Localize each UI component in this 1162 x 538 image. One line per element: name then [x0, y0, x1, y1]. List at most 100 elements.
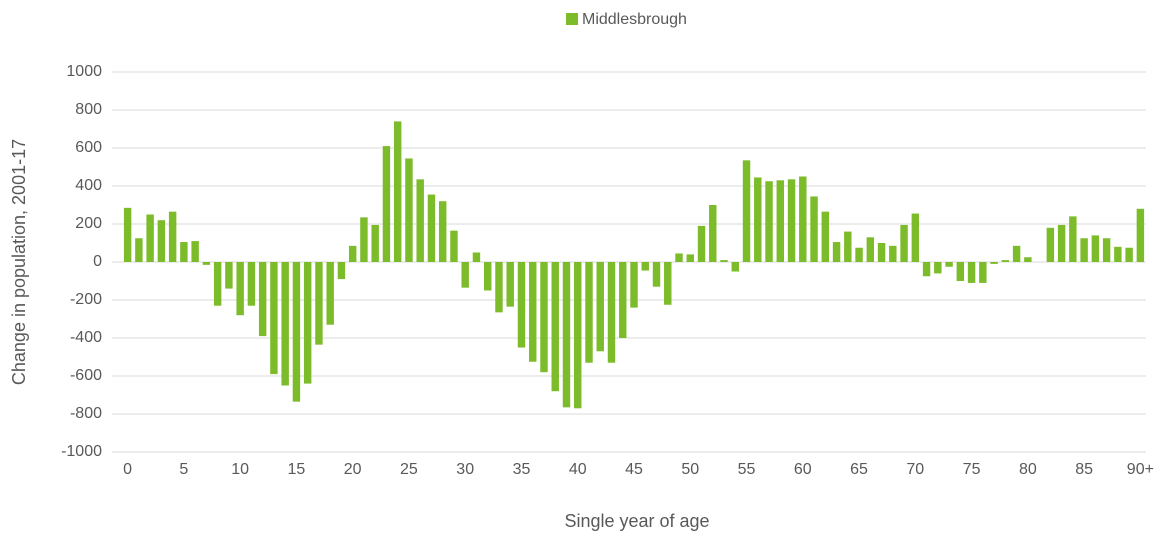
bar	[168, 211, 177, 262]
bar	[157, 220, 166, 262]
bar	[720, 260, 728, 262]
x-tick-label: 85	[1075, 461, 1093, 478]
bar	[326, 262, 334, 325]
bar	[821, 211, 830, 262]
bar	[438, 201, 447, 262]
bar	[697, 225, 706, 262]
bar	[877, 243, 886, 262]
bar	[911, 213, 920, 262]
bar	[754, 177, 762, 262]
bar	[945, 262, 953, 267]
bar	[1136, 208, 1145, 262]
y-tick-label: 400	[75, 177, 102, 194]
bar	[799, 176, 807, 262]
bar	[303, 262, 312, 384]
x-tick-label: 35	[513, 461, 531, 478]
bar	[348, 245, 357, 262]
bar	[709, 205, 717, 262]
bar	[585, 262, 593, 363]
x-tick-label: 25	[400, 461, 418, 478]
bar	[956, 262, 965, 281]
x-tick-label: 65	[850, 461, 868, 478]
x-tick-label: 90+	[1127, 461, 1154, 478]
bar	[562, 262, 571, 408]
y-tick-label: -400	[70, 329, 102, 346]
y-tick-label: 0	[93, 253, 102, 270]
bar	[922, 262, 931, 277]
bar	[236, 262, 244, 316]
x-tick-label: 45	[625, 461, 643, 478]
bar	[405, 158, 413, 262]
bar	[258, 262, 267, 337]
bar	[1001, 260, 1010, 262]
bar	[866, 237, 875, 262]
legend-label: Middlesbrough	[582, 11, 687, 28]
bar	[810, 196, 818, 262]
bar	[1012, 245, 1021, 262]
x-tick-label: 15	[288, 461, 306, 478]
y-tick-label: 1000	[66, 63, 102, 80]
bar	[506, 262, 514, 307]
x-tick-label: 60	[794, 461, 812, 478]
bar	[315, 262, 323, 345]
bar	[619, 262, 627, 338]
bar	[979, 262, 987, 283]
y-tick-label: 800	[75, 101, 102, 118]
bar	[517, 262, 526, 348]
bar	[607, 262, 616, 363]
bar	[1102, 238, 1111, 262]
bar	[529, 262, 537, 362]
bar	[270, 262, 278, 375]
bar	[990, 262, 998, 264]
bar	[281, 262, 289, 386]
bar	[742, 160, 751, 262]
bar	[596, 262, 604, 352]
bar	[213, 262, 222, 306]
bar	[574, 262, 582, 409]
bar	[225, 262, 233, 289]
bar	[202, 262, 211, 265]
x-axis-label: Single year of age	[564, 511, 709, 531]
bar	[967, 262, 976, 283]
x-tick-label: 5	[179, 461, 188, 478]
bar	[630, 262, 638, 308]
x-tick-label: 10	[231, 461, 249, 478]
bar	[123, 207, 132, 262]
x-tick-label: 55	[738, 461, 756, 478]
bar	[371, 224, 379, 262]
y-tick-label: -200	[70, 291, 102, 308]
bar	[146, 214, 154, 262]
legend-swatch	[566, 13, 578, 25]
bar	[1080, 238, 1088, 262]
bar	[551, 262, 559, 392]
x-tick-label: 30	[456, 461, 474, 478]
x-tick-label: 75	[963, 461, 981, 478]
bar	[934, 262, 942, 274]
bar	[776, 180, 784, 262]
y-axis-label: Change in population, 2001-17	[9, 139, 29, 385]
bar	[360, 217, 368, 262]
bar	[382, 146, 391, 262]
bar	[191, 241, 199, 262]
bar	[247, 262, 256, 306]
bar	[641, 262, 649, 271]
bar	[337, 262, 346, 280]
bar	[1046, 227, 1055, 262]
bar	[1057, 224, 1066, 262]
bar	[731, 262, 739, 272]
bar	[1091, 235, 1100, 262]
bar	[450, 230, 458, 262]
bar	[765, 181, 773, 262]
bar	[664, 262, 672, 305]
y-tick-label: -600	[70, 367, 102, 384]
y-tick-label: -1000	[61, 443, 102, 460]
bar	[1125, 247, 1133, 262]
bar	[495, 262, 503, 313]
bar	[855, 247, 863, 262]
y-tick-label: 600	[75, 139, 102, 156]
bar	[540, 262, 548, 373]
bar	[1069, 216, 1077, 262]
bar	[686, 254, 694, 262]
x-tick-label: 40	[569, 461, 587, 478]
